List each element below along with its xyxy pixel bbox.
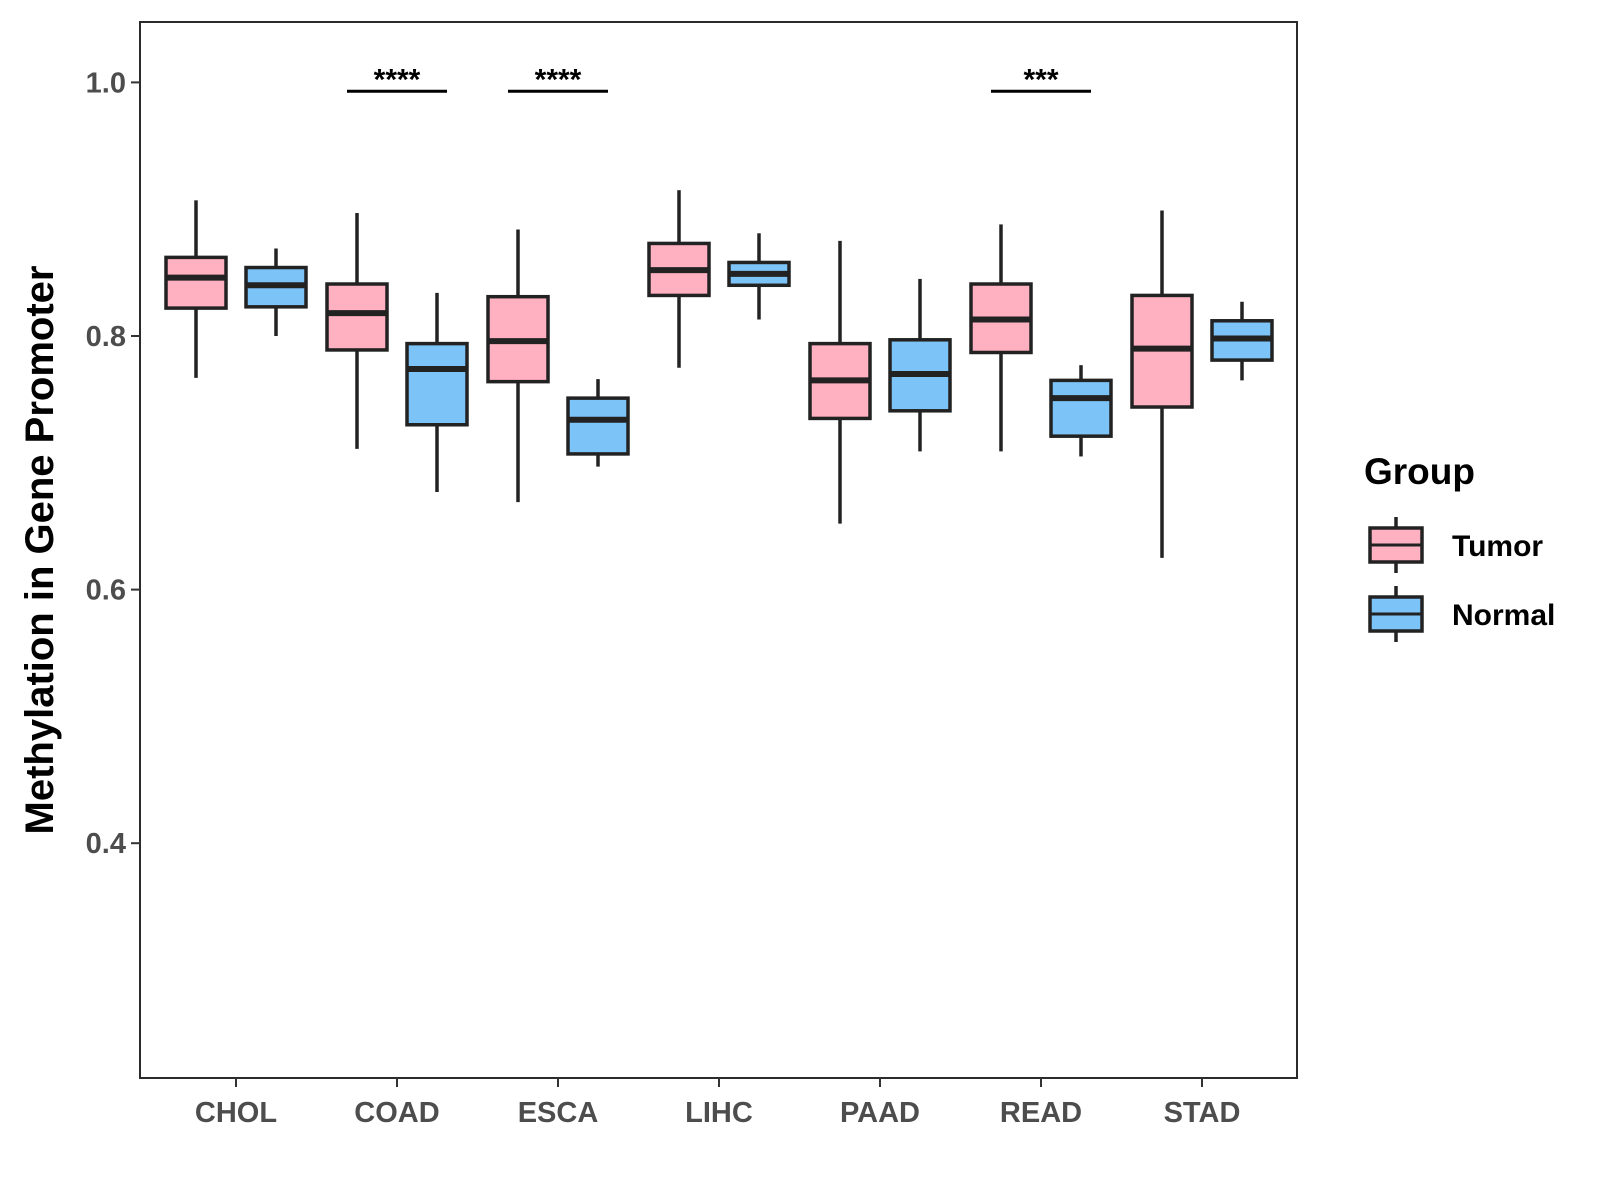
box-iqr bbox=[566, 396, 630, 456]
x-tick-label-lihc: LIHC bbox=[685, 1097, 753, 1129]
significance-label: **** bbox=[535, 63, 582, 96]
significance-read: *** bbox=[991, 63, 1091, 96]
significance-label: **** bbox=[374, 63, 421, 96]
box-tumor-stad bbox=[1130, 210, 1194, 558]
box-iqr bbox=[325, 282, 389, 352]
box-normal-chol bbox=[244, 248, 308, 336]
box-normal-coad bbox=[405, 292, 469, 492]
box-iqr bbox=[1049, 378, 1113, 438]
y-axis-title: Methylation in Gene Promoter bbox=[18, 266, 62, 835]
box-tumor-chol bbox=[164, 200, 228, 378]
y-tick-label: 0.4 bbox=[86, 828, 126, 860]
x-tick-label-coad: COAD bbox=[354, 1097, 439, 1129]
box-iqr bbox=[405, 341, 469, 427]
box-iqr bbox=[164, 255, 228, 310]
legend: Group Tumor Normal bbox=[1364, 451, 1555, 642]
legend-label-normal: Normal bbox=[1452, 599, 1555, 632]
x-tick-label-read: READ bbox=[1000, 1097, 1082, 1129]
box-normal-stad bbox=[1210, 301, 1274, 381]
legend-title: Group bbox=[1364, 451, 1475, 492]
x-tick-label-esca: ESCA bbox=[518, 1097, 599, 1129]
box-tumor-lihc bbox=[647, 190, 711, 368]
y-tick-label: 1.0 bbox=[86, 67, 126, 99]
significance-esca: **** bbox=[508, 63, 608, 96]
significance-label: *** bbox=[1023, 63, 1058, 96]
x-tick-label-stad: STAD bbox=[1164, 1097, 1241, 1129]
box-normal-lihc bbox=[727, 233, 791, 320]
y-tick-label: 0.8 bbox=[86, 321, 126, 353]
box-normal-paad bbox=[888, 278, 952, 452]
x-axis: CHOL COAD ESCA LIHC PAAD READ STAD bbox=[195, 1078, 1240, 1129]
box-tumor-paad bbox=[808, 240, 872, 524]
plot-panel bbox=[139, 21, 1298, 1079]
significance-coad: **** bbox=[347, 63, 447, 96]
box-normal-read bbox=[1049, 365, 1113, 457]
legend-label-tumor: Tumor bbox=[1452, 530, 1543, 563]
y-tick-label: 0.6 bbox=[86, 575, 126, 607]
boxplot-series bbox=[164, 190, 1274, 558]
box-tumor-coad bbox=[325, 213, 389, 449]
x-tick-label-paad: PAAD bbox=[840, 1097, 920, 1129]
y-axis: 0.4 0.6 0.8 1.0 bbox=[86, 67, 140, 860]
box-normal-esca bbox=[566, 379, 630, 467]
x-tick-label-chol: CHOL bbox=[195, 1097, 277, 1129]
box-tumor-read bbox=[969, 224, 1033, 452]
legend-item-tumor: Tumor bbox=[1368, 517, 1543, 573]
legend-item-normal: Normal bbox=[1368, 586, 1555, 642]
box-tumor-esca bbox=[486, 229, 550, 503]
significance-annotations: **** **** *** bbox=[347, 63, 1091, 96]
